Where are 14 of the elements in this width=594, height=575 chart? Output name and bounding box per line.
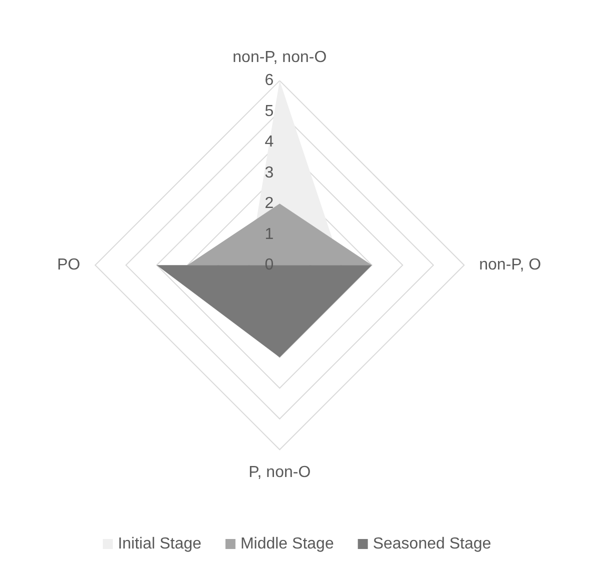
spoke-label: P, non-O <box>248 464 311 482</box>
spoke-label: non-P, O <box>479 256 542 274</box>
y-tick-label: 5 <box>264 102 274 120</box>
y-tick-label: 6 <box>264 72 274 90</box>
y-tick-label: 1 <box>264 226 274 243</box>
y-tick-label: 3 <box>264 164 274 182</box>
legend-label: Initial Stage <box>118 536 202 552</box>
legend-label: Seasoned Stage <box>372 536 492 552</box>
y-tick-label: 4 <box>264 134 274 151</box>
legend-label: Middle Stage <box>240 536 334 552</box>
y-tick-label: 0 <box>264 256 274 274</box>
spoke-label: non-P, non-O <box>232 49 327 66</box>
y-tick-label: 2 <box>264 195 274 212</box>
spoke-label: PO <box>57 256 80 274</box>
